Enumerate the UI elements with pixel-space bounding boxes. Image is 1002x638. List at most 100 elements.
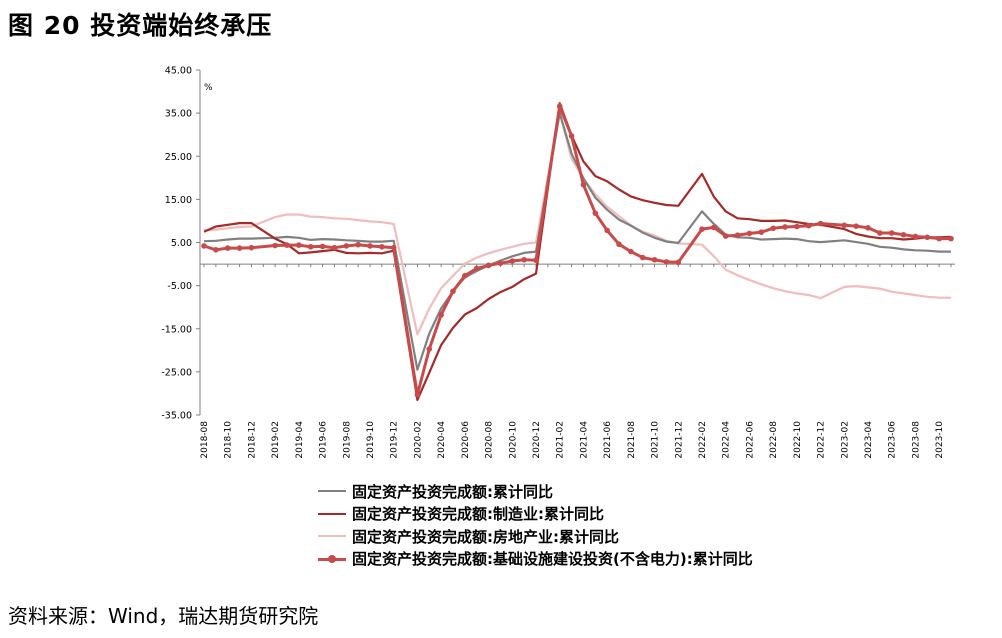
series-point-4 <box>355 241 361 248</box>
series-point-4 <box>473 265 480 272</box>
series-point-4 <box>758 229 765 235</box>
x-tick-label: 2022-04 <box>722 421 732 459</box>
series-point-4 <box>414 391 421 398</box>
series-point-4 <box>699 226 705 232</box>
x-tick-label: 2021-08 <box>627 421 637 459</box>
series-point-4 <box>912 233 919 240</box>
x-tick-label: 2022-08 <box>769 421 779 459</box>
series-point-4 <box>711 224 717 231</box>
series-point-4 <box>248 244 255 251</box>
series-point-4 <box>426 346 433 352</box>
x-tick-label: 2019-04 <box>295 421 305 459</box>
series-point-4 <box>604 227 610 234</box>
legend-entry-3: 固定资产投资完成额:房地产业:累计同比 <box>318 525 753 548</box>
series-point-4 <box>948 235 954 242</box>
series-point-4 <box>307 244 314 250</box>
line-chart: 45.00 35.00 25.00 15.00 5.00 -5.00 -15.00 -25.0… <box>161 66 955 459</box>
legend-label: 固定资产投资完成额:基础设施建设投资(不含电力):累计同比 <box>352 550 753 569</box>
x-tick-label: 2023-04 <box>864 421 874 459</box>
series-point-4 <box>817 220 824 227</box>
series-point-4 <box>367 243 373 249</box>
legend-swatch <box>318 553 346 565</box>
series-point-4 <box>521 256 527 263</box>
legend-label: 固定资产投资完成额:房地产业:累计同比 <box>352 527 619 546</box>
figure-title: 图 20 投资端始终承压 <box>8 11 273 40</box>
series-point-4 <box>450 288 456 295</box>
series-point-4 <box>651 256 658 263</box>
series-point-4 <box>722 233 729 239</box>
x-tick-label: 2019-02 <box>271 421 281 459</box>
x-tick-label: 2018-12 <box>247 421 257 459</box>
x-tick-label: 2021-10 <box>651 421 661 459</box>
series-point-4 <box>663 259 670 265</box>
series-point-4 <box>770 225 776 232</box>
x-tick-label: 2023-02 <box>840 421 850 459</box>
series-point-4 <box>509 258 516 264</box>
y-tick-label: -25.00 <box>161 367 192 378</box>
legend-label: 固定资产投资完成额:制造业:累计同比 <box>352 505 604 524</box>
legend-label: 固定资产投资完成额:累计同比 <box>352 482 553 501</box>
series-point-4 <box>284 242 290 248</box>
x-tick-label: 2018-10 <box>224 421 234 459</box>
x-tick-label: 2023-06 <box>888 421 898 459</box>
x-tick-label: 2019-06 <box>319 421 329 459</box>
y-tick-label: -15.00 <box>161 324 192 335</box>
series-point-4 <box>213 247 219 253</box>
x-tick-label: 2020-06 <box>461 421 471 459</box>
series-point-4 <box>224 245 231 251</box>
x-tick-label: 2022-02 <box>698 421 708 459</box>
series-line-1 <box>203 112 951 371</box>
series-point-4 <box>580 181 587 188</box>
series-point-4 <box>556 103 563 110</box>
x-tick-label: 2020-02 <box>413 421 423 459</box>
y-tick-label: 25.00 <box>165 152 192 163</box>
series-point-4 <box>841 222 848 229</box>
series-point-4 <box>900 231 907 238</box>
x-tick-label: 2020-08 <box>485 421 495 459</box>
series-point-4 <box>734 232 741 238</box>
y-tick-label: 15.00 <box>165 195 192 206</box>
x-tick-label: 2020-10 <box>508 421 518 459</box>
series-point-4 <box>438 312 444 318</box>
series-point-4 <box>675 259 682 266</box>
series-point-4 <box>343 243 350 249</box>
series-point-4 <box>805 222 812 229</box>
x-tick-label: 2022-12 <box>817 421 827 459</box>
x-tick-label: 2022-06 <box>745 421 755 459</box>
series-point-4 <box>379 244 385 250</box>
series-point-4 <box>497 260 504 267</box>
series-point-4 <box>782 224 788 230</box>
series-point-4 <box>485 262 492 269</box>
y-tick-label: 45.00 <box>165 66 192 77</box>
series-point-4 <box>390 244 397 251</box>
x-tick-label: 2021-12 <box>674 421 684 459</box>
series-point-4 <box>616 241 622 248</box>
series-point-4 <box>877 230 883 236</box>
series-point-4 <box>639 254 646 261</box>
series-point-4 <box>888 230 895 236</box>
series-point-4 <box>746 230 753 237</box>
series-point-4 <box>201 243 207 249</box>
x-tick-label: 2023-08 <box>911 421 921 459</box>
unit-label: % <box>204 83 213 93</box>
x-tick-label: 2021-06 <box>603 421 613 459</box>
y-tick-label: -5.00 <box>167 281 192 292</box>
series-point-4 <box>236 245 243 251</box>
x-tick-label: 2022-10 <box>793 421 803 459</box>
x-tick-label: 2023-10 <box>935 421 945 459</box>
series-line-3 <box>203 111 951 336</box>
series-point-4 <box>853 223 859 229</box>
series-point-4 <box>936 235 942 242</box>
source-note: 资料来源：Wind，瑞达期货研究院 <box>8 604 319 628</box>
series-point-4 <box>628 248 634 255</box>
legend-entry-2: 固定资产投资完成额:制造业:累计同比 <box>318 503 753 526</box>
x-tick-label: 2020-12 <box>532 421 542 459</box>
series-point-4 <box>592 210 599 216</box>
legend-entry-4: 固定资产投资完成额:基础设施建设投资(不含电力):累计同比 <box>318 548 753 571</box>
series-point-4 <box>533 257 539 263</box>
legend-swatch <box>318 530 346 542</box>
y-tick-label: -35.00 <box>161 411 192 422</box>
series-point-4 <box>924 234 931 241</box>
series-line-2 <box>203 102 952 401</box>
series-point-4 <box>568 133 575 139</box>
